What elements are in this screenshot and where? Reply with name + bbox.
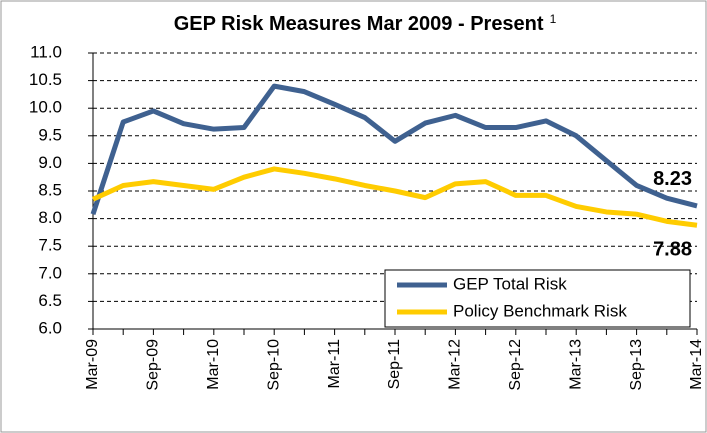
data-label: 8.23 — [653, 168, 692, 190]
x-tick-label: Mar-13 — [567, 339, 584, 390]
legend-box — [384, 269, 691, 328]
x-tick-label: Mar-09 — [84, 339, 101, 390]
y-tick-label: 10.5 — [29, 70, 62, 89]
x-tick-label: Sep-12 — [507, 339, 524, 391]
series-line — [91, 166, 698, 228]
title-note: 1 — [550, 12, 557, 26]
y-tick-label: 6.5 — [38, 291, 62, 310]
x-tick-label: Mar-11 — [326, 339, 343, 389]
title-text: GEP Risk Measures Mar 2009 - Present — [174, 13, 544, 35]
y-tick-label: 8.5 — [38, 180, 62, 199]
y-tick-label: 8.0 — [38, 208, 62, 227]
y-tick-label: 6.0 — [38, 318, 62, 337]
y-tick-label: 7.5 — [38, 236, 62, 255]
legend-label: GEP Total Risk — [453, 274, 567, 293]
x-tick-label: Mar-12 — [447, 339, 464, 390]
data-label: 7.88 — [653, 239, 692, 261]
x-tick-label: Sep-10 — [265, 339, 282, 391]
y-tick-label: 7.0 — [38, 263, 62, 282]
y-tick-label: 11.0 — [30, 42, 62, 61]
y-tick-label: 9.5 — [38, 125, 62, 144]
x-tick-label: Mar-14 — [688, 339, 705, 390]
y-tick-label: 10.0 — [29, 98, 62, 117]
series-line — [90, 83, 698, 215]
chart-title: GEP Risk Measures Mar 2009 - Present 1 — [174, 12, 557, 35]
y-tick-label: 9.0 — [38, 153, 62, 172]
x-tick-label: Sep-09 — [145, 339, 162, 391]
x-tick-label: Mar-10 — [205, 339, 222, 390]
x-tick-label: Sep-11 — [386, 339, 403, 390]
x-tick-label: Sep-13 — [628, 339, 645, 391]
legend-label: Policy Benchmark Risk — [453, 301, 627, 320]
